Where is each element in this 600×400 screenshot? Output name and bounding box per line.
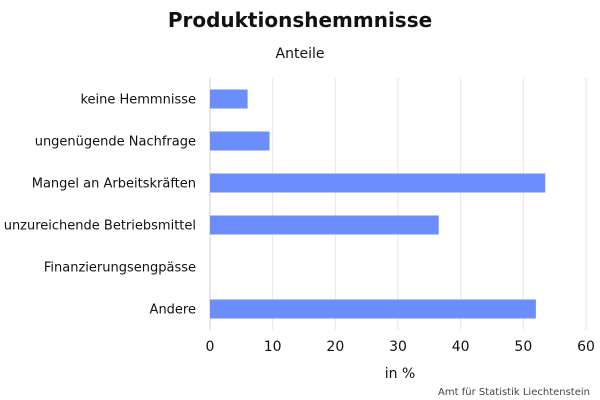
bar — [210, 173, 546, 193]
x-tick-labels: 0 10 20 30 40 50 60 — [206, 339, 595, 355]
x-tick-label: 40 — [452, 339, 470, 355]
category-label: Mangel an Arbeitskräften — [32, 177, 196, 192]
credit-text: Amt für Statistik Liechtenstein — [438, 387, 590, 398]
category-label: keine Hemmnisse — [80, 93, 196, 108]
x-tick-label: 0 — [206, 339, 215, 355]
gridlines — [209, 78, 587, 330]
x-tick-label: 20 — [326, 339, 344, 355]
x-tick-label: 30 — [389, 339, 407, 355]
category-label: ungenügende Nachfrage — [35, 135, 196, 150]
bars — [210, 89, 546, 319]
category-label: Andere — [150, 303, 196, 318]
chart-subtitle: Anteile — [276, 46, 325, 62]
chart-title: Produktionshemmnisse — [168, 8, 432, 32]
bar — [210, 131, 270, 151]
x-tick-label: 60 — [577, 339, 595, 355]
category-label: unzureichende Betriebsmittel — [4, 219, 196, 234]
bar — [210, 89, 248, 109]
x-axis-title: in % — [385, 366, 416, 382]
x-tick-label: 50 — [514, 339, 532, 355]
category-labels: keine Hemmnisse ungenügende Nachfrage Mang… — [4, 93, 196, 318]
bar — [210, 299, 536, 319]
x-tick-label: 10 — [264, 339, 282, 355]
category-label: Finanzierungsengpässe — [44, 261, 196, 276]
bar — [210, 215, 439, 235]
